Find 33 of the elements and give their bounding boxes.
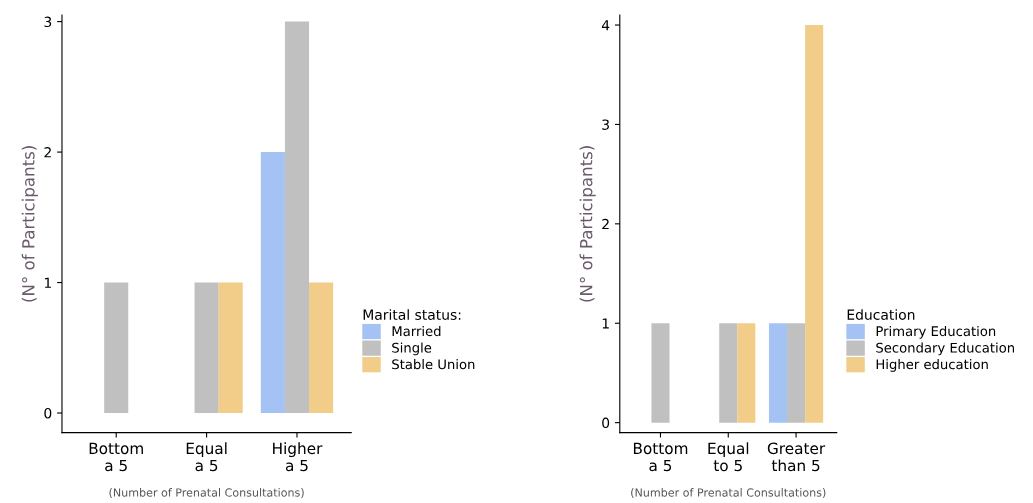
- y-tick-label: 0: [602, 417, 610, 429]
- x-tick-label: Greater than 5: [767, 442, 826, 472]
- x-tick-label: Higher a 5: [273, 442, 323, 472]
- bar: [104, 282, 129, 414]
- legend-title: Education: [847, 309, 915, 320]
- x-tick-label: Equal a 5: [186, 442, 227, 472]
- y-tick-label: 0: [44, 407, 52, 419]
- y-axis-title: (N° of Participants): [21, 146, 38, 302]
- bar: [260, 152, 285, 414]
- legend-label: Stable Union: [392, 359, 475, 370]
- y-tick-label: 2: [44, 147, 51, 158]
- legend-label: Single: [392, 342, 432, 356]
- legend-label: Married: [392, 325, 441, 337]
- x-axis-title: (Number of Prenatal Consultations): [631, 488, 826, 498]
- x-tick-label: Equal to 5: [708, 442, 749, 472]
- y-axis-title: (N° of Participants): [579, 146, 596, 302]
- y-tick-label: 1: [602, 318, 609, 329]
- y-tick-label: 2: [602, 218, 609, 230]
- bar: [218, 282, 243, 414]
- bar: [284, 21, 310, 414]
- y-tick-label: 1: [44, 277, 51, 288]
- x-tick-label: Bottom a 5: [89, 442, 143, 472]
- bar: [194, 282, 219, 414]
- legend-label: Primary Education: [876, 325, 996, 339]
- legend-label: Higher education: [876, 359, 988, 372]
- y-tick-label: 3: [602, 119, 609, 130]
- legend-label: Secondary Education: [876, 342, 1015, 356]
- y-tick-label: 4: [601, 20, 610, 31]
- y-tick-label: 3: [44, 16, 52, 28]
- x-axis-title: (Number of Prenatal Consultations): [109, 488, 304, 498]
- bar: [309, 282, 334, 414]
- legend-title: Marital status:: [363, 309, 461, 320]
- x-tick-label: Bottom a 5: [633, 442, 688, 472]
